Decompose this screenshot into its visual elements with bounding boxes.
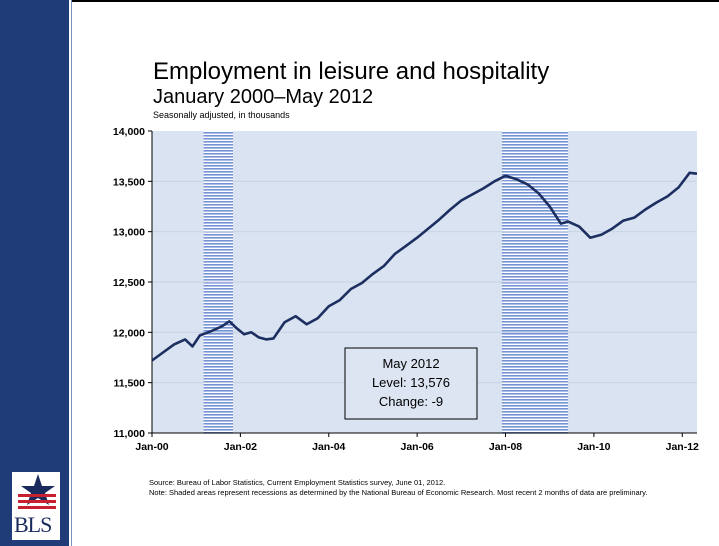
x-tick-label: Jan-00: [135, 441, 168, 453]
y-tick-label: 14,000: [113, 126, 145, 138]
latest-value-callout: May 2012 Level: 13,576 Change: -9: [344, 347, 478, 420]
star-stripes-icon: [18, 474, 56, 509]
x-tick-label: Jan-10: [577, 441, 610, 453]
sidebar-band: [0, 0, 69, 546]
top-rule: [0, 0, 719, 2]
y-tick-label: 12,000: [113, 327, 145, 339]
callout-line: May 2012: [382, 356, 439, 371]
y-tick-label: 12,500: [113, 277, 145, 289]
x-tick-label: Jan-06: [400, 441, 433, 453]
chart-note: Seasonally adjusted, in thousands: [153, 110, 290, 120]
y-tick-label: 13,500: [113, 176, 145, 188]
series-line: [151, 171, 698, 362]
line-chart: 11,000 11,500 12,000 12,500 13,000 13,500 14,0…: [113, 126, 699, 453]
x-tick-label: Jan-12: [666, 441, 699, 453]
y-tick-label: 11,000: [113, 428, 145, 440]
y-axis: 11,000 11,500 12,000 12,500 13,000 13,500 14,0…: [113, 126, 153, 440]
sidebar-separator: [69, 0, 71, 546]
x-axis: Jan-00 Jan-02 Jan-04 Jan-06 Jan-08 Jan-10 Jan-…: [135, 432, 699, 453]
bls-logo: BLS: [12, 472, 60, 540]
chart-title: Employment in leisure and hospitality: [153, 58, 550, 85]
x-tick-label: Jan-04: [312, 441, 345, 453]
callout-line: Level: 13,576: [372, 375, 450, 390]
note-text: Note: Shaded areas represent recessions …: [149, 488, 648, 497]
x-tick-label: Jan-08: [489, 441, 522, 453]
callout-box: [344, 347, 478, 420]
logo-text: BLS: [14, 512, 52, 537]
y-tick-label: 13,000: [113, 227, 145, 239]
source-text: Source: Bureau of Labor Statistics, Curr…: [149, 478, 446, 487]
chart-footer: Source: Bureau of Labor Statistics, Curr…: [149, 478, 689, 498]
sidebar-accent-line: [71, 0, 72, 546]
callout-line: Change: -9: [379, 394, 443, 409]
y-tick-label: 11,500: [113, 378, 145, 390]
x-tick-label: Jan-02: [224, 441, 257, 453]
chart-subtitle: January 2000–May 2012: [153, 86, 374, 108]
